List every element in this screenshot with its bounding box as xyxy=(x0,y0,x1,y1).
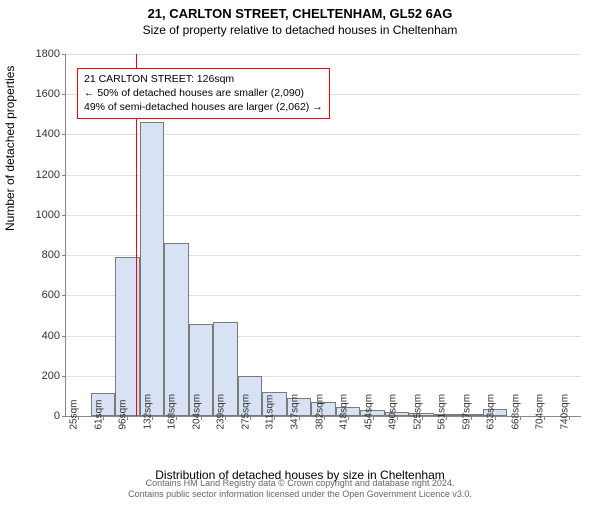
ytick-mark xyxy=(62,134,66,135)
ytick-mark xyxy=(62,336,66,337)
ytick-label: 1000 xyxy=(20,209,60,221)
callout-line-1: 21 CARLTON STREET: 126sqm xyxy=(84,72,323,86)
callout-box: 21 CARLTON STREET: 126sqm ← 50% of detac… xyxy=(77,68,330,119)
ytick-mark xyxy=(62,175,66,176)
footer-line-1: Contains HM Land Registry data © Crown c… xyxy=(0,478,600,490)
ytick-label: 1200 xyxy=(20,169,60,181)
y-axis-label: Number of detached properties xyxy=(3,66,17,231)
footer: Contains HM Land Registry data © Crown c… xyxy=(0,478,600,501)
chart-title-main: 21, CARLTON STREET, CHELTENHAM, GL52 6AG xyxy=(0,6,600,21)
ytick-mark xyxy=(62,94,66,95)
ytick-label: 1400 xyxy=(20,128,60,140)
histogram-bar xyxy=(164,243,189,416)
ytick-mark xyxy=(62,215,66,216)
ytick-label: 1800 xyxy=(20,48,60,60)
ytick-label: 0 xyxy=(20,410,60,422)
ytick-mark xyxy=(62,295,66,296)
ytick-label: 1600 xyxy=(20,88,60,100)
ytick-label: 600 xyxy=(20,289,60,301)
gridline xyxy=(66,54,581,55)
chart-container: 21, CARLTON STREET, CHELTENHAM, GL52 6AG… xyxy=(0,6,600,506)
ytick-mark xyxy=(62,255,66,256)
chart-title-sub: Size of property relative to detached ho… xyxy=(0,23,600,37)
ytick-label: 800 xyxy=(20,249,60,261)
ytick-mark xyxy=(62,54,66,55)
histogram-bar xyxy=(140,122,165,416)
ytick-label: 200 xyxy=(20,370,60,382)
ytick-mark xyxy=(62,416,66,417)
footer-line-2: Contains public sector information licen… xyxy=(0,489,600,501)
ytick-mark xyxy=(62,376,66,377)
ytick-label: 400 xyxy=(20,330,60,342)
callout-line-3: 49% of semi-detached houses are larger (… xyxy=(84,100,323,114)
callout-line-2: ← 50% of detached houses are smaller (2,… xyxy=(84,86,323,100)
